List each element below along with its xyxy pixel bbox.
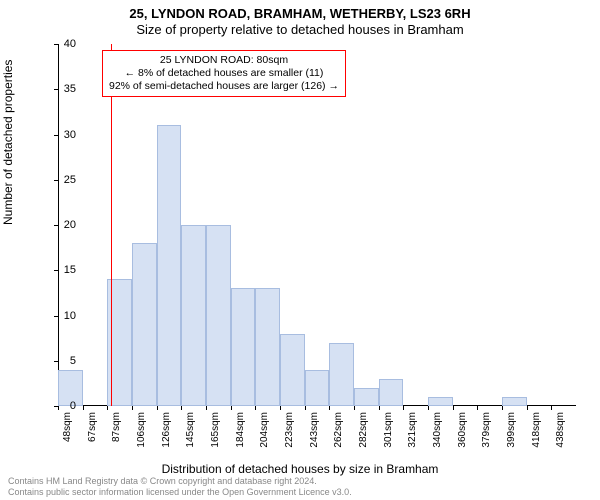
- histogram-bar: [502, 397, 527, 406]
- chart-subtitle: Size of property relative to detached ho…: [0, 21, 600, 37]
- annotation-callout: 25 LYNDON ROAD: 80sqm← 8% of detached ho…: [102, 50, 346, 97]
- x-tick-mark: [107, 406, 108, 410]
- histogram-bar: [329, 343, 354, 406]
- x-tick-label: 87sqm: [111, 412, 122, 462]
- y-tick-label: 25: [46, 174, 76, 186]
- x-tick-label: 360sqm: [457, 412, 468, 462]
- x-tick-mark: [354, 406, 355, 410]
- x-tick-label: 379sqm: [481, 412, 492, 462]
- y-tick-label: 10: [46, 310, 76, 322]
- x-tick-label: 418sqm: [531, 412, 542, 462]
- histogram-bar: [255, 288, 280, 406]
- histogram-bar: [231, 288, 256, 406]
- x-tick-mark: [280, 406, 281, 410]
- x-tick-label: 399sqm: [506, 412, 517, 462]
- x-tick-mark: [477, 406, 478, 410]
- x-tick-mark: [181, 406, 182, 410]
- x-tick-label: 321sqm: [407, 412, 418, 462]
- footer-line1: Contains HM Land Registry data © Crown c…: [8, 476, 352, 487]
- x-tick-mark: [403, 406, 404, 410]
- x-tick-label: 48sqm: [62, 412, 73, 462]
- x-tick-label: 126sqm: [161, 412, 172, 462]
- reference-line: [111, 44, 112, 406]
- x-tick-label: 204sqm: [259, 412, 270, 462]
- y-tick-label: 40: [46, 38, 76, 50]
- x-tick-mark: [453, 406, 454, 410]
- x-tick-label: 145sqm: [185, 412, 196, 462]
- histogram-bar: [280, 334, 305, 406]
- x-tick-mark: [206, 406, 207, 410]
- x-tick-label: 67sqm: [87, 412, 98, 462]
- x-tick-label: 223sqm: [284, 412, 295, 462]
- annotation-line3: 92% of semi-detached houses are larger (…: [109, 80, 339, 93]
- x-tick-label: 262sqm: [333, 412, 344, 462]
- histogram-bar: [132, 243, 157, 406]
- x-tick-mark: [231, 406, 232, 410]
- y-tick-label: 35: [46, 83, 76, 95]
- x-axis-label: Distribution of detached houses by size …: [0, 462, 600, 476]
- x-tick-label: 165sqm: [210, 412, 221, 462]
- x-tick-label: 106sqm: [136, 412, 147, 462]
- y-tick-label: 30: [46, 129, 76, 141]
- y-tick-label: 5: [46, 355, 76, 367]
- x-tick-label: 184sqm: [235, 412, 246, 462]
- y-axis-label: Number of detached properties: [1, 60, 15, 225]
- x-tick-mark: [527, 406, 528, 410]
- footer-line2: Contains public sector information licen…: [8, 487, 352, 498]
- x-tick-mark: [329, 406, 330, 410]
- histogram-bar: [305, 370, 330, 406]
- histogram-bar: [181, 225, 206, 406]
- x-tick-mark: [305, 406, 306, 410]
- y-tick-label: 15: [46, 264, 76, 276]
- x-tick-mark: [551, 406, 552, 410]
- x-tick-label: 301sqm: [383, 412, 394, 462]
- histogram-bar: [379, 379, 404, 406]
- annotation-line2: ← 8% of detached houses are smaller (11): [109, 67, 339, 80]
- x-tick-mark: [502, 406, 503, 410]
- x-tick-label: 340sqm: [432, 412, 443, 462]
- x-tick-mark: [255, 406, 256, 410]
- x-tick-mark: [157, 406, 158, 410]
- footer-attribution: Contains HM Land Registry data © Crown c…: [8, 476, 352, 498]
- chart-title: 25, LYNDON ROAD, BRAMHAM, WETHERBY, LS23…: [0, 0, 600, 21]
- x-tick-label: 438sqm: [555, 412, 566, 462]
- x-tick-mark: [428, 406, 429, 410]
- x-tick-mark: [132, 406, 133, 410]
- y-tick-label: 20: [46, 219, 76, 231]
- histogram-bar: [428, 397, 453, 406]
- plot-area: 25 LYNDON ROAD: 80sqm← 8% of detached ho…: [58, 44, 576, 406]
- x-tick-mark: [83, 406, 84, 410]
- histogram-bar: [206, 225, 231, 406]
- histogram-bar: [157, 125, 182, 406]
- histogram-bar: [354, 388, 379, 406]
- y-tick-label: 0: [46, 400, 76, 412]
- x-tick-label: 243sqm: [309, 412, 320, 462]
- annotation-line1: 25 LYNDON ROAD: 80sqm: [109, 54, 339, 67]
- x-tick-mark: [379, 406, 380, 410]
- x-tick-label: 282sqm: [358, 412, 369, 462]
- plot-surface: 25 LYNDON ROAD: 80sqm← 8% of detached ho…: [58, 44, 576, 406]
